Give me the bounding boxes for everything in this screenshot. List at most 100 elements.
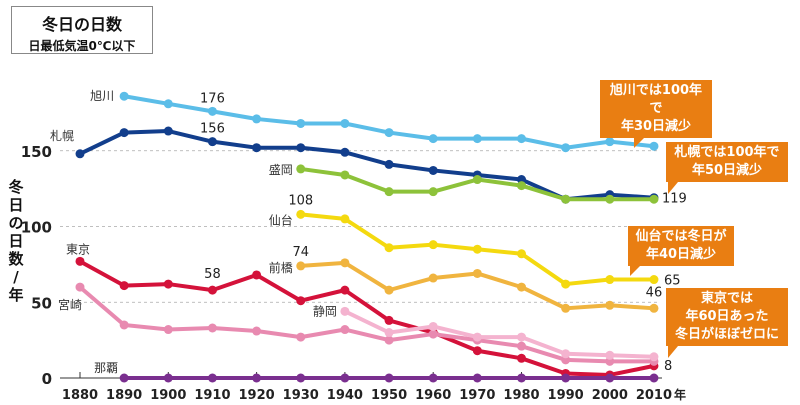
data-point	[252, 270, 262, 280]
data-point	[472, 175, 482, 185]
data-point	[517, 181, 526, 191]
data-point	[163, 325, 173, 335]
data-point	[119, 91, 129, 101]
y-axis-label-char: 年	[8, 286, 24, 304]
data-point	[428, 165, 438, 175]
data-point	[384, 315, 394, 325]
data-point	[428, 240, 438, 250]
data-point	[472, 268, 482, 278]
series-label: 旭川	[90, 89, 114, 103]
series-label: 東京	[66, 242, 90, 256]
data-point	[296, 143, 306, 153]
series-line-札幌	[79, 129, 655, 202]
data-point	[119, 373, 129, 383]
series-label: 札幌	[50, 128, 74, 143]
x-tick-label: 1970	[459, 388, 495, 403]
data-point	[207, 323, 217, 333]
data-point	[605, 194, 615, 204]
data-point	[163, 99, 173, 109]
data-point	[472, 244, 482, 254]
x-tick-label: 2000	[592, 388, 628, 403]
data-point	[340, 325, 350, 335]
data-point	[561, 373, 571, 383]
data-point	[428, 373, 438, 383]
data-point	[472, 346, 482, 356]
annotation-line: 東京では	[700, 291, 753, 306]
annotation-line: 年40日減少	[645, 247, 717, 262]
data-point	[649, 275, 659, 285]
data-label: 58	[204, 267, 221, 282]
annotation-line: 仙台では冬日が	[635, 229, 727, 244]
x-tick-label: 1890	[106, 388, 142, 403]
x-tick-label: 2010	[636, 388, 672, 403]
data-point	[517, 341, 526, 351]
y-axis-label-char: の	[8, 214, 24, 232]
y-tick-label: 50	[31, 294, 52, 312]
y-axis-label: 冬日の日数 / 年	[7, 178, 25, 304]
series-label: 盛岡	[269, 162, 293, 177]
data-point	[472, 332, 482, 342]
chart-title-box: 冬日の日数 日最低気温0℃以下	[11, 6, 153, 54]
data-point	[340, 170, 350, 180]
data-point	[75, 149, 85, 159]
data-point	[428, 321, 438, 331]
chart-subtitle: 日最低気温0℃以下	[28, 39, 136, 53]
data-point	[605, 275, 615, 285]
data-point	[340, 306, 350, 316]
data-point	[340, 214, 350, 224]
data-point	[252, 143, 262, 153]
data-point	[472, 373, 482, 383]
data-point	[561, 303, 571, 313]
data-point	[296, 332, 306, 342]
data-point	[605, 373, 615, 383]
data-point	[384, 328, 394, 338]
data-point	[605, 137, 615, 147]
annotation-line: 旭川では100年で	[609, 83, 703, 116]
y-axis-label-char: 冬	[8, 178, 24, 196]
y-tick-label: 100	[21, 219, 52, 237]
data-point	[517, 249, 526, 259]
data-point	[207, 285, 217, 295]
series-label: 那覇	[94, 361, 118, 375]
y-tick-label: 0	[42, 370, 52, 388]
data-point	[384, 285, 394, 295]
data-point	[252, 326, 262, 336]
series-label: 静岡	[313, 304, 337, 318]
data-point	[384, 187, 394, 197]
annotation-line: 冬日がほぼゼロに	[674, 327, 779, 342]
data-point	[428, 187, 438, 197]
data-point	[119, 128, 129, 138]
data-point	[517, 332, 526, 342]
data-point	[75, 256, 85, 266]
x-tick-label: 1900	[150, 388, 186, 403]
series-line-静岡	[344, 309, 655, 359]
y-axis-label-char: 日	[8, 232, 24, 250]
data-point	[561, 349, 571, 359]
data-point	[605, 300, 615, 310]
data-label: 108	[288, 193, 313, 208]
data-point	[649, 303, 659, 313]
data-point	[517, 134, 526, 144]
data-point	[561, 194, 571, 204]
data-point	[340, 373, 350, 383]
x-tick-label: 1920	[239, 388, 275, 403]
data-point	[252, 373, 262, 383]
annotation-tokyo: 東京では 年60日あった 冬日がほぼゼロに	[666, 288, 788, 358]
annotation-line: 札幌では100年で	[674, 145, 780, 160]
data-point	[75, 282, 85, 292]
data-point	[340, 285, 350, 295]
chart-title: 冬日の日数	[41, 15, 122, 34]
series-line-東京	[79, 259, 655, 377]
data-label: 65	[664, 274, 681, 289]
data-point	[207, 373, 217, 383]
y-axis-label-char: /	[13, 268, 19, 286]
data-point	[561, 279, 571, 289]
x-unit-label: 年	[674, 387, 686, 402]
data-point	[163, 126, 173, 136]
data-point	[649, 194, 659, 204]
data-point	[296, 373, 306, 383]
data-point	[296, 261, 306, 271]
data-point	[340, 147, 350, 157]
annotation-line: 年60日あった	[685, 309, 769, 324]
data-point	[517, 353, 526, 363]
